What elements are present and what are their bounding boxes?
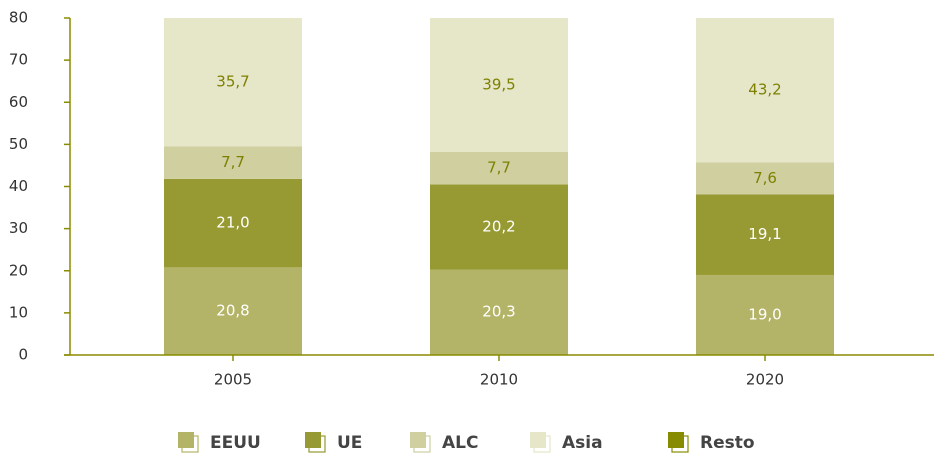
bar-segment bbox=[164, 146, 302, 179]
bar-segment bbox=[430, 269, 568, 355]
legend-swatch bbox=[668, 432, 684, 448]
x-tick-label: 2010 bbox=[480, 371, 518, 389]
y-tick-label: 30 bbox=[9, 219, 28, 237]
bar-segment bbox=[696, 162, 834, 195]
data-label: 7,7 bbox=[221, 153, 245, 171]
y-tick-label: 60 bbox=[9, 93, 28, 111]
data-label: 20,8 bbox=[216, 302, 249, 320]
bar-segment bbox=[696, 194, 834, 275]
legend-label: UE bbox=[337, 433, 362, 453]
y-tick-label: 80 bbox=[9, 9, 28, 27]
y-tick-label: 40 bbox=[9, 177, 28, 195]
legend-swatch bbox=[178, 432, 194, 448]
legend-label: ALC bbox=[442, 433, 478, 453]
data-label: 11,1 bbox=[748, 0, 781, 8]
legend-swatch bbox=[410, 432, 426, 448]
data-label: 7,6 bbox=[753, 169, 777, 187]
bar-segment bbox=[696, 18, 834, 163]
bar-segment bbox=[696, 274, 834, 355]
bars: 20,8 21,0 7,7 35,7 14,8 20,3 20,2 7,7 39,5 12,3 19… bbox=[164, 0, 834, 355]
legend-label: Resto bbox=[700, 433, 755, 453]
bar-segment bbox=[164, 267, 302, 355]
y-tick-label: 70 bbox=[9, 51, 28, 69]
legend-swatch bbox=[305, 432, 321, 448]
data-label: 12,3 bbox=[482, 0, 515, 10]
bar-segment bbox=[164, 178, 302, 268]
y-tick-label: 0 bbox=[18, 346, 28, 364]
data-label: 39,5 bbox=[482, 75, 515, 93]
bar-segment bbox=[164, 18, 302, 147]
legend-label: EEUU bbox=[210, 433, 261, 453]
data-label: 43,2 bbox=[748, 81, 781, 99]
data-label: 20,2 bbox=[482, 217, 515, 235]
bar-segment bbox=[430, 184, 568, 270]
bar-segment bbox=[430, 151, 568, 185]
bar-segment bbox=[430, 18, 568, 152]
x-tick-label: 2005 bbox=[214, 371, 252, 389]
data-label: 7,7 bbox=[487, 159, 511, 177]
y-tick-label: 20 bbox=[9, 261, 28, 279]
x-tick-label: 2020 bbox=[746, 371, 784, 389]
y-tick-label: 10 bbox=[9, 303, 28, 321]
legend-label: Asia bbox=[562, 433, 603, 453]
data-label: 14,8 bbox=[216, 0, 249, 16]
data-label: 21,0 bbox=[216, 214, 249, 232]
y-tick-label: 50 bbox=[9, 135, 28, 153]
data-label: 19,1 bbox=[748, 225, 781, 243]
legend-swatch bbox=[530, 432, 546, 448]
data-label: 19,0 bbox=[748, 305, 781, 323]
data-label: 20,3 bbox=[482, 303, 515, 321]
data-label: 35,7 bbox=[216, 73, 249, 91]
